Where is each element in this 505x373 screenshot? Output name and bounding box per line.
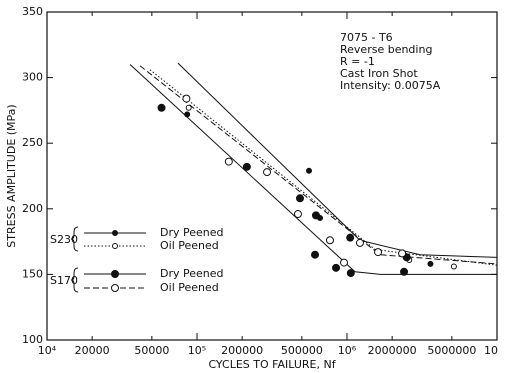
- data-point: [311, 250, 320, 259]
- data-point: [346, 269, 355, 278]
- legend-group: S170: [50, 274, 78, 287]
- legend-label: Dry Peened: [160, 267, 224, 280]
- annotation: R = -1: [340, 55, 375, 68]
- legend-brace: [70, 226, 79, 252]
- legend-label: Oil Peened: [160, 239, 219, 252]
- y-tick-label: 200: [22, 202, 43, 215]
- fit-line: [129, 64, 497, 275]
- x-tick-label: 10⁵: [188, 344, 206, 357]
- data-point: [157, 103, 166, 112]
- fit-line: [177, 62, 498, 258]
- data-point: [305, 167, 312, 174]
- y-tick-label: 350: [22, 5, 43, 18]
- data-point: [242, 162, 251, 171]
- x-tick-label: 5000000: [427, 344, 476, 357]
- legend-label: Oil Peened: [160, 281, 219, 294]
- x-tick-label: 20000: [75, 344, 110, 357]
- y-tick-label: 300: [22, 71, 43, 84]
- legend-marker: [111, 270, 119, 278]
- annotation: Intensity: 0.0075A: [340, 79, 441, 92]
- x-axis-label: CYCLES TO FAILURE, Nf: [208, 358, 336, 371]
- data-point: [263, 168, 272, 177]
- data-point: [427, 260, 434, 267]
- data-point: [325, 236, 334, 245]
- data-point: [295, 194, 304, 203]
- data-point: [293, 210, 302, 219]
- x-tick-label: 500000: [281, 344, 323, 357]
- data-point: [332, 263, 341, 272]
- x-tick-label: 10⁴: [38, 344, 57, 357]
- legend-marker: [112, 243, 118, 249]
- legend-brace: [70, 267, 79, 293]
- legend-marker: [112, 230, 118, 236]
- annotation: Cast Iron Shot: [340, 67, 418, 80]
- data-point: [400, 267, 409, 276]
- data-point: [340, 258, 349, 267]
- legend-marker: [111, 284, 119, 292]
- x-tick-label: 200000: [221, 344, 263, 357]
- data-point: [224, 157, 233, 166]
- data-point: [374, 248, 383, 257]
- x-tick-label: 10: [484, 344, 498, 357]
- fit-line: [139, 65, 498, 265]
- x-tick-label: 10⁶: [338, 344, 357, 357]
- y-tick-label: 100: [22, 333, 43, 346]
- y-tick-label: 250: [22, 136, 43, 149]
- data-point: [346, 233, 355, 242]
- data-point: [398, 249, 407, 258]
- y-tick-label: 150: [22, 267, 43, 280]
- data-point: [182, 94, 191, 103]
- x-tick-label: 50000: [134, 344, 169, 357]
- annotation: Reverse bending: [340, 43, 432, 56]
- annotation: 7075 - T6: [340, 31, 393, 44]
- data-point: [311, 211, 320, 220]
- y-axis-label: STRESS AMPLITUDE (MPa): [5, 104, 18, 247]
- legend-label: Dry Peened: [160, 226, 224, 239]
- data-point: [450, 263, 457, 270]
- plot-frame: [46, 11, 498, 341]
- data-point: [355, 238, 364, 247]
- x-tick-label: 2000000: [368, 344, 417, 357]
- data-point: [185, 104, 192, 111]
- legend-group: S230: [50, 233, 78, 246]
